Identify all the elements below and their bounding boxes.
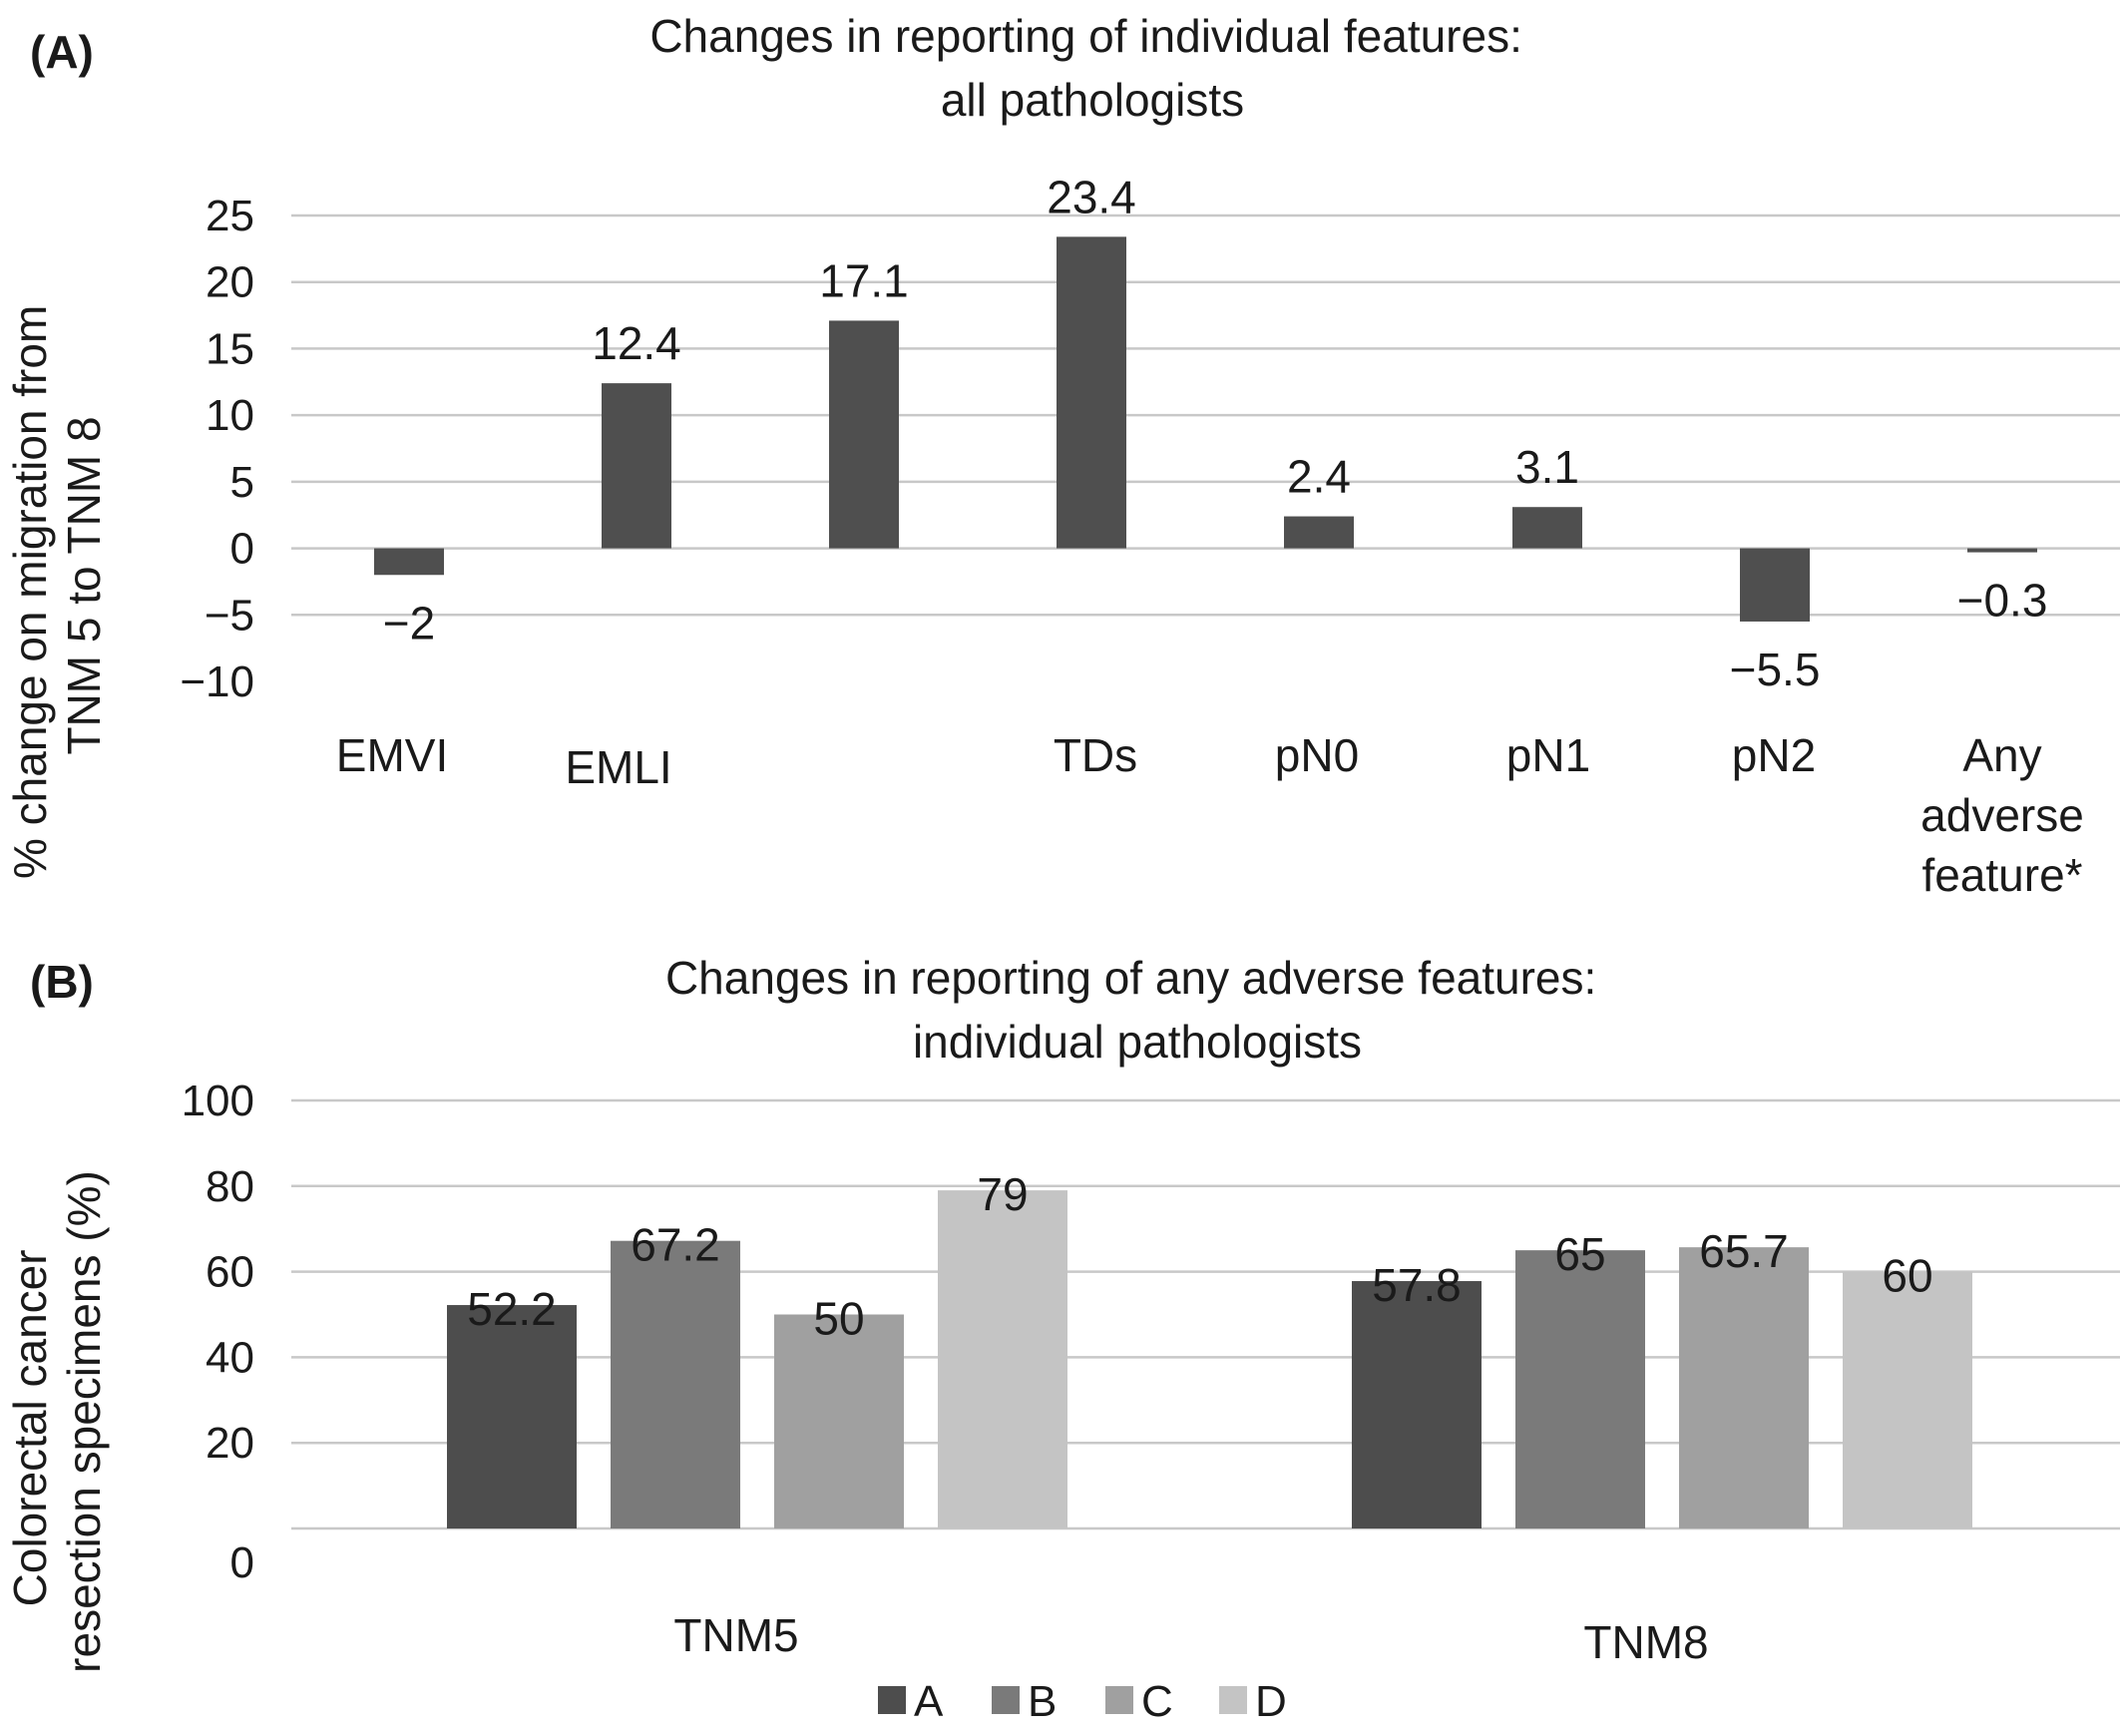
panel-a-bar	[602, 383, 671, 549]
panel-a-y-tick-label: 20	[206, 258, 254, 307]
panel-b-data-label: 67.2	[631, 1219, 720, 1271]
panel-b-legend-item-a: A	[878, 1677, 944, 1726]
panel-a-bar	[1740, 548, 1810, 622]
panel-b-legend-label-d: D	[1255, 1677, 1287, 1726]
panel-b-legend-swatch-d	[1219, 1686, 1247, 1714]
panel-b-category-label: TNM5	[673, 1609, 798, 1661]
panel-b-category-label: TNM8	[1583, 1616, 1708, 1668]
panel-b-data-label: 52.2	[467, 1283, 557, 1335]
panel-b-bar-d	[938, 1190, 1067, 1528]
panel-a-title-line-1: Changes in reporting of individual featu…	[649, 10, 1522, 62]
panel-b-legend-swatch-b	[992, 1686, 1020, 1714]
panel-a-category-labels: EMVI EMLI TDs pN0 pN1 pN2 Any adverse feature*	[336, 729, 2084, 901]
panel-a-category-label: pN2	[1732, 729, 1816, 781]
panel-b-y-tick-label: 60	[206, 1248, 254, 1297]
panel-b-legend-swatch-a	[878, 1686, 906, 1714]
panel-a: (A) Changes in reporting of individual f…	[4, 10, 2120, 901]
panel-a-category-label: pN1	[1506, 729, 1590, 781]
panel-a-category-label: TDs	[1054, 729, 1137, 781]
panel-a-gridlines	[291, 214, 2120, 617]
panel-b-y-tick-label: 0	[230, 1538, 254, 1587]
panel-b-data-label: 65	[1554, 1228, 1605, 1280]
panel-b-data-label: 57.8	[1372, 1259, 1462, 1311]
panel-a-y-axis-label-line-2: TNM 5 to TNM 8	[58, 416, 110, 754]
panel-b-y-tick-label: 20	[206, 1419, 254, 1468]
panel-a-bar	[1512, 507, 1582, 549]
panel-a-title-line-2: all pathologists	[941, 74, 1244, 126]
panel-a-data-label: −2	[383, 597, 435, 649]
panel-b-bar-d	[1843, 1271, 1972, 1528]
panel-a-bars	[374, 236, 2037, 622]
panel-b-legend-label-c: C	[1141, 1677, 1173, 1726]
panel-a-data-label: 17.1	[819, 254, 909, 306]
panel-a-data-label: 12.4	[592, 317, 681, 369]
panel-b-bar-b	[611, 1240, 740, 1528]
panel-a-y-tick-label: 10	[206, 391, 254, 440]
panel-b-y-axis-label: Colorectal cancer resection specimens (%…	[4, 1170, 110, 1673]
panel-a-category-label: Any	[1962, 729, 2041, 781]
panel-a-y-axis-label: % change on migration from TNM 5 to TNM …	[4, 292, 110, 879]
panel-a-bar	[374, 548, 444, 576]
panel-b-data-labels: 52.2 57.8 67.2 65 50 65.7 79 60	[467, 1168, 1932, 1344]
panel-a-label: (A)	[30, 26, 94, 78]
panel-a-data-label: 23.4	[1047, 171, 1136, 222]
panel-a-category-label: pN0	[1275, 729, 1359, 781]
panel-a-y-tick-label: 0	[230, 525, 254, 574]
panel-b-bar-c	[1679, 1247, 1809, 1528]
panel-b-data-label: 60	[1882, 1250, 1932, 1302]
panel-b-data-label: 79	[977, 1168, 1028, 1220]
panel-b-legend-item-c: C	[1105, 1677, 1173, 1726]
panel-b-legend-item-b: B	[992, 1677, 1057, 1726]
panel-b-title: Changes in reporting of any adverse feat…	[665, 952, 1609, 1068]
panel-a-y-axis-label-line-1: % change on migration from	[4, 305, 56, 879]
panel-a-data-label: −0.3	[1957, 575, 2048, 627]
panel-b-y-tick-label: 100	[182, 1077, 254, 1125]
panel-a-bar	[1284, 516, 1354, 549]
panel-a-data-labels: −2 12.4 17.1 23.4 2.4 3.1 −5.5 −0.3	[383, 171, 2048, 695]
panel-a-category-label: feature*	[1921, 849, 2082, 901]
panel-b-legend-item-d: D	[1219, 1677, 1287, 1726]
panel-b-gridlines	[291, 1098, 2120, 1530]
panel-b-data-label: 65.7	[1699, 1225, 1789, 1277]
panel-b-category-labels: TNM5 TNM8	[673, 1609, 1708, 1668]
panel-b-title-line-2: individual pathologists	[913, 1016, 1362, 1068]
panel-a-data-label: 3.1	[1515, 441, 1579, 493]
panel-a-title: Changes in reporting of individual featu…	[649, 10, 1534, 126]
panel-a-bar	[1967, 548, 2037, 553]
panel-a-y-tick-label: −5	[205, 591, 254, 640]
panel-b-legend-swatch-c	[1105, 1686, 1133, 1714]
panel-b-y-axis-label-line-1: Colorectal cancer	[4, 1249, 56, 1606]
panel-b-bar-a	[1352, 1281, 1482, 1528]
panel-b-bar-c	[774, 1314, 904, 1528]
panel-a-category-label: adverse	[1920, 789, 2084, 841]
panel-b-bar-a	[447, 1305, 577, 1528]
panel-b-bar-b	[1515, 1250, 1645, 1528]
panel-a-data-label: −5.5	[1730, 644, 1821, 695]
panel-b-bars	[447, 1190, 1972, 1528]
panel-b-y-axis-label-line-2: resection specimens (%)	[58, 1170, 110, 1673]
panel-a-category-label: EMLI	[565, 741, 671, 793]
panel-b-legend: A B C D	[878, 1677, 1287, 1726]
panel-b-y-tick-label: 80	[206, 1162, 254, 1211]
panel-a-data-label: 2.4	[1287, 451, 1351, 503]
panel-a-y-ticks: 25 20 15 10 5 0 −5 −10	[180, 192, 254, 706]
panel-a-category-label: EMVI	[336, 729, 448, 781]
panel-a-bar	[1057, 236, 1126, 549]
panel-a-bar	[829, 320, 899, 549]
panel-a-y-tick-label: 15	[206, 324, 254, 373]
panel-b-data-label: 50	[813, 1293, 864, 1345]
panel-a-y-tick-label: 25	[206, 192, 254, 240]
panel-a-y-tick-label: 5	[230, 458, 254, 507]
panel-b-title-line-1: Changes in reporting of any adverse feat…	[665, 952, 1596, 1004]
panel-b-y-tick-label: 40	[206, 1333, 254, 1382]
panel-a-y-tick-label: −10	[180, 657, 254, 706]
panel-b-legend-label-a: A	[914, 1677, 944, 1726]
panel-b: (B) Changes in reporting of any adverse …	[4, 952, 2120, 1726]
panel-b-legend-label-b: B	[1028, 1677, 1057, 1726]
panel-b-y-ticks: 100 80 60 40 20 0	[182, 1077, 254, 1587]
panel-b-label: (B)	[30, 956, 94, 1008]
